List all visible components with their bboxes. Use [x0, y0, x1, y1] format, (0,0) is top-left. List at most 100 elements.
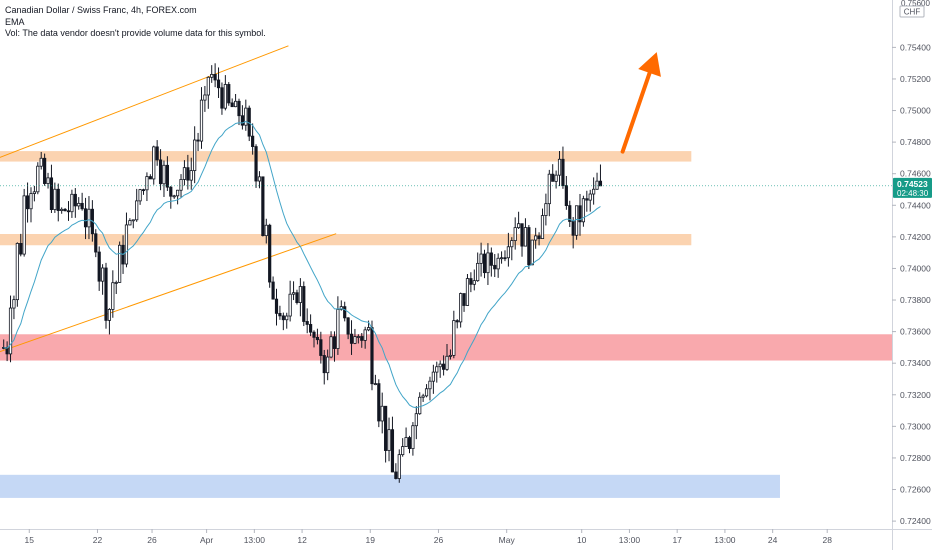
candle [534, 227, 538, 249]
candle [496, 253, 500, 278]
candle [206, 76, 210, 109]
legend-ema[interactable]: EMA [5, 16, 25, 27]
candle [343, 301, 347, 322]
y-tick-label: 0.75400 [900, 42, 931, 52]
legend-title[interactable]: Canadian Dollar / Swiss Franc, 4h, FOREX… [5, 5, 197, 15]
candle [131, 219, 135, 229]
candle-body-down [220, 87, 224, 109]
zone-support[interactable] [0, 233, 692, 246]
candle [291, 281, 296, 301]
candle-body-up [179, 179, 183, 191]
candle-body-down [83, 208, 88, 228]
candle [141, 188, 146, 195]
candle-body-down [165, 164, 169, 188]
candle-body-up [435, 366, 439, 373]
candle-body-down [63, 208, 67, 212]
candle-body-up [547, 173, 551, 205]
candle [94, 229, 98, 258]
trendline-1[interactable] [0, 45, 289, 158]
candle [421, 393, 425, 402]
candle-body-down [551, 173, 555, 182]
candle [203, 85, 207, 112]
candle [554, 170, 558, 189]
candle [465, 274, 470, 306]
candle [564, 175, 568, 210]
candles-layer [2, 63, 603, 483]
candle-body-up [138, 189, 142, 202]
candle-body-down [305, 321, 309, 325]
candle [390, 416, 395, 473]
candle-body-up [298, 286, 302, 303]
candle-body-up [506, 246, 510, 259]
candle-body-up [326, 356, 330, 374]
candle [302, 281, 306, 327]
candle-body-down [394, 471, 398, 479]
candle [581, 195, 585, 227]
candle [182, 160, 187, 186]
candle-body-down [315, 336, 320, 341]
candle [220, 82, 224, 115]
candle-body-down [278, 312, 282, 317]
candle-body-down [455, 320, 459, 323]
candle-body-down [254, 146, 258, 182]
trendlines-layer [0, 45, 337, 353]
candle-body-up [336, 309, 340, 349]
candle-body-down [155, 146, 159, 161]
candle-body-up [476, 262, 480, 282]
candle [118, 241, 122, 283]
candle-body-down [407, 437, 412, 449]
candle-body-up [373, 383, 377, 386]
candle [83, 197, 88, 240]
candle [418, 392, 422, 415]
arrow-shaft[interactable] [620, 70, 652, 154]
zone-resistance[interactable] [0, 151, 692, 162]
x-tick-label: 28 [822, 535, 832, 545]
zone-low-support[interactable] [0, 474, 780, 498]
candle [162, 160, 166, 197]
last-price-box[interactable] [893, 177, 932, 198]
candle [349, 320, 354, 355]
candle [551, 164, 555, 182]
x-tick-label: 10 [577, 535, 587, 545]
candle [298, 278, 302, 317]
y-tick-label: 0.73800 [900, 295, 931, 305]
y-tick-label: 0.73000 [900, 421, 931, 431]
candle-body-down [390, 429, 395, 473]
candle [63, 208, 67, 212]
candle-body-up [404, 437, 408, 447]
candle-body-up [206, 76, 210, 96]
candle [60, 207, 64, 214]
candle [196, 132, 200, 152]
y-tick-label: 0.73400 [900, 358, 931, 368]
candle [285, 312, 289, 329]
candle-body-down [309, 324, 313, 333]
currency-badge[interactable] [899, 5, 925, 18]
trendline-2[interactable] [0, 233, 337, 353]
candle-body-up [534, 235, 538, 241]
candle [39, 151, 43, 170]
candle [530, 239, 534, 266]
candle-body-up [15, 243, 19, 301]
currency-label: CHF [904, 8, 921, 17]
candle-body-down [346, 317, 350, 335]
candle-body-up [517, 223, 521, 229]
candle [155, 140, 159, 166]
candle-body-up [36, 165, 40, 193]
candle-body-up [544, 203, 548, 216]
candle [233, 93, 238, 108]
candle [169, 186, 173, 209]
candle [19, 233, 23, 257]
candle-body-up [111, 282, 115, 310]
chart-legend: Canadian Dollar / Swiss Franc, 4h, FOREX… [5, 5, 266, 40]
arrow-head[interactable] [638, 52, 661, 77]
candle [36, 162, 40, 195]
candle-body-down [274, 298, 279, 314]
candle [472, 269, 476, 291]
candle-body-up [189, 170, 193, 181]
candle [278, 305, 282, 320]
candle [336, 296, 340, 355]
